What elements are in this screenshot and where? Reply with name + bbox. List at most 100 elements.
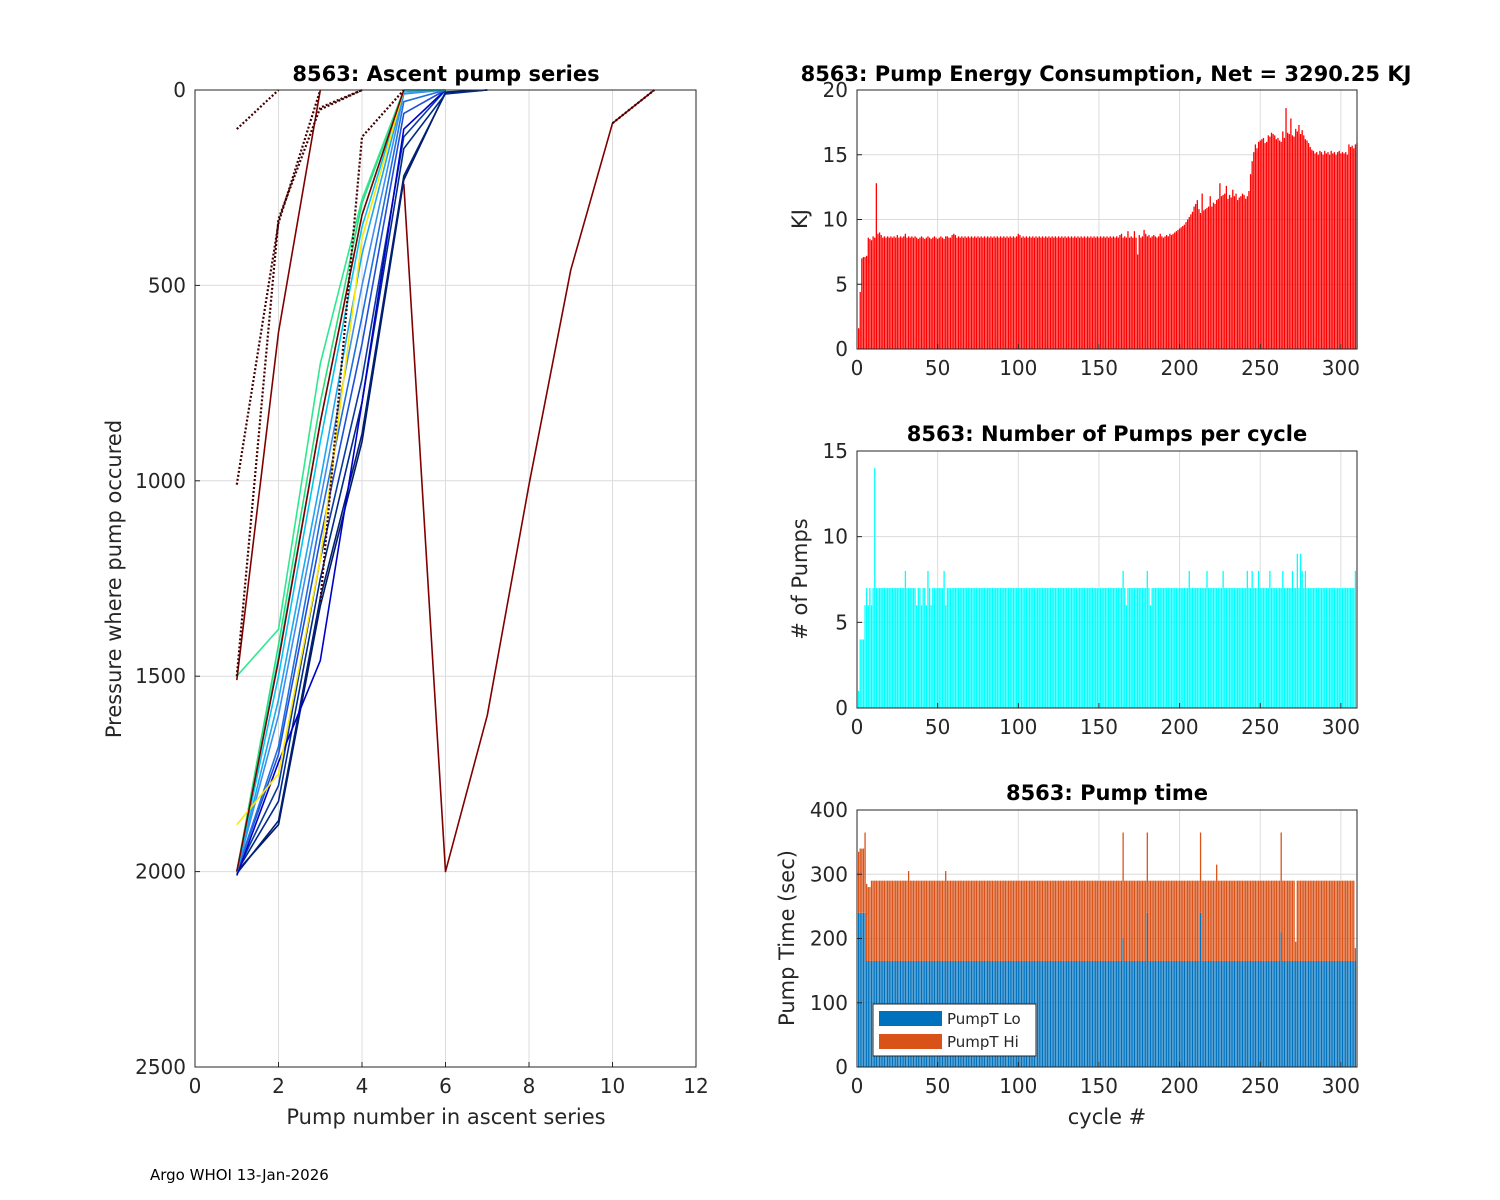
- bar-hi: [951, 880, 953, 961]
- bar-lo: [869, 960, 871, 1067]
- bar-hi: [1190, 880, 1192, 961]
- bar: [1254, 588, 1257, 708]
- bar: [978, 237, 981, 349]
- bar: [1007, 237, 1010, 349]
- bar: [1085, 237, 1087, 349]
- bar-hi: [1311, 880, 1313, 961]
- bar: [1220, 196, 1223, 349]
- bar: [978, 588, 981, 708]
- bar: [1133, 588, 1136, 708]
- bar: [943, 238, 945, 349]
- bar: [890, 588, 892, 708]
- bar-hi: [927, 880, 929, 961]
- x-tick-label: 8: [523, 1074, 536, 1098]
- bar: [1132, 588, 1134, 708]
- bar-hi: [945, 871, 947, 961]
- bar-lo: [1311, 960, 1313, 1067]
- bar: [1251, 570, 1253, 708]
- bar: [1222, 194, 1224, 349]
- bar-hi: [906, 880, 908, 961]
- bar-lo: [861, 912, 863, 1067]
- bar-hi: [1319, 880, 1321, 961]
- bar-lo: [1098, 960, 1100, 1067]
- bar: [1291, 135, 1294, 349]
- bar: [1164, 236, 1166, 349]
- bar-lo: [1037, 960, 1039, 1067]
- bar-hi: [1107, 880, 1110, 961]
- bar-lo: [1343, 960, 1345, 1067]
- bar-lo: [1354, 960, 1357, 1067]
- bar-lo: [1107, 960, 1110, 1067]
- bar-hi: [1185, 880, 1187, 961]
- bar-hi: [1277, 880, 1279, 961]
- bar: [1253, 152, 1255, 349]
- bar: [1248, 588, 1250, 708]
- bar-hi: [1016, 880, 1018, 961]
- bar: [1232, 588, 1234, 708]
- bar: [904, 233, 907, 349]
- bar: [1090, 236, 1092, 349]
- bar-hi: [891, 880, 894, 961]
- bar-hi: [1064, 880, 1066, 961]
- bar-lo: [1212, 960, 1215, 1067]
- bar: [1091, 237, 1094, 349]
- bar: [1340, 588, 1342, 708]
- bar-hi: [867, 887, 869, 961]
- bar: [1027, 588, 1029, 708]
- series-line-bundle-4: [236, 89, 447, 872]
- bar-hi: [1099, 880, 1102, 961]
- bar-lo: [1237, 960, 1239, 1067]
- bar: [1128, 237, 1131, 349]
- bar-hi: [1057, 880, 1060, 961]
- bar: [1322, 154, 1324, 349]
- bar-lo: [1119, 960, 1121, 1067]
- bar: [1238, 588, 1240, 708]
- bar-hi: [1241, 880, 1244, 961]
- bar-hi: [904, 880, 907, 961]
- bar: [991, 237, 994, 349]
- bar: [983, 236, 986, 349]
- bar: [980, 588, 982, 708]
- bar: [1033, 588, 1036, 708]
- ascent-chart: 8563: Ascent pump series 0 2 4 6 8 10 12 0 500 10…: [102, 62, 709, 1129]
- bar: [1228, 194, 1231, 349]
- bar-hi: [1143, 880, 1145, 961]
- bar-lo: [1293, 960, 1295, 1067]
- bar: [1180, 227, 1182, 349]
- bar-hi: [1091, 880, 1094, 961]
- bar-lo: [1130, 960, 1132, 1067]
- series-line-brown-1: [236, 89, 405, 872]
- bar-hi: [1240, 880, 1242, 961]
- bar-hi: [1246, 880, 1248, 961]
- bar: [1125, 605, 1127, 708]
- bar: [1012, 588, 1015, 708]
- bar-hi: [1267, 880, 1269, 961]
- bar: [1201, 193, 1203, 349]
- bar: [1256, 148, 1258, 349]
- bar: [1303, 135, 1305, 349]
- x-tick-label: 6: [439, 1074, 452, 1098]
- bar: [866, 588, 868, 708]
- bar-hi: [1101, 880, 1103, 961]
- bar: [1191, 211, 1194, 349]
- bar: [1348, 144, 1350, 349]
- bar: [1098, 237, 1100, 349]
- bar: [1170, 235, 1173, 349]
- bar-hi: [901, 880, 903, 961]
- bar: [909, 588, 911, 708]
- bar-hi: [1346, 880, 1348, 961]
- ascent-grid: [194, 89, 697, 1068]
- bar-hi: [969, 880, 971, 961]
- bar: [1141, 588, 1144, 708]
- bar: [901, 237, 903, 349]
- bar-hi: [1087, 880, 1089, 961]
- y-tick-label: 2500: [135, 1055, 186, 1079]
- y-tick-label: 400: [810, 798, 848, 822]
- bar-lo: [1243, 960, 1245, 1067]
- series-line-yellow: [236, 89, 405, 826]
- bar-lo: [1101, 960, 1103, 1067]
- bar-hi: [1225, 880, 1227, 961]
- bar: [1111, 237, 1113, 349]
- bar-lo: [1238, 960, 1240, 1067]
- bar: [1243, 588, 1245, 708]
